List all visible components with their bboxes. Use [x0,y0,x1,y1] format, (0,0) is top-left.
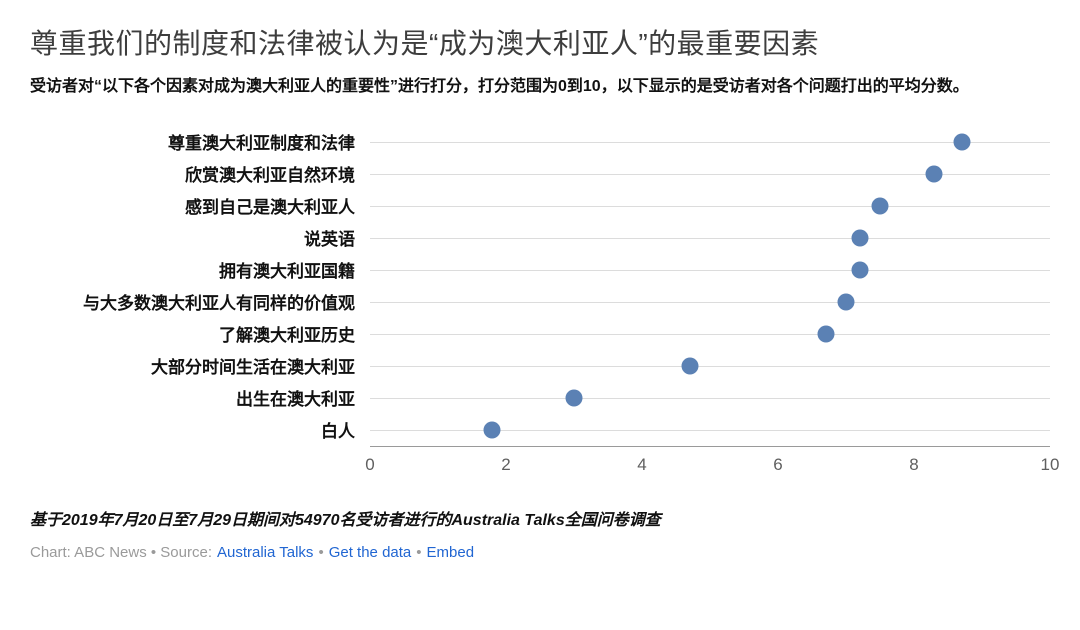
row-gridline [370,429,1050,431]
chart-row: 白人 [30,414,1050,446]
data-point[interactable] [953,133,971,151]
chart-note: 基于2019年7月20日至7月29日期间对54970名受访者进行的Austral… [30,511,661,529]
credit-prefix: Chart: ABC News • Source: [30,543,212,561]
row-gridline [370,301,1050,303]
category-label: 出生在澳大利亚 [236,390,355,410]
chart-row: 尊重澳大利亚制度和法律 [30,126,1050,158]
chart-row: 了解澳大利亚历史 [30,318,1050,350]
plot-area [370,158,1050,190]
category-label: 大部分时间生活在澳大利亚 [151,358,355,378]
chart-row: 大部分时间生活在澳大利亚 [30,350,1050,382]
category-label: 说英语 [304,230,355,250]
category-label: 尊重澳大利亚制度和法律 [168,134,355,154]
credit-separator: • [416,543,422,561]
category-label: 拥有澳大利亚国籍 [219,262,355,282]
chart-row: 出生在澳大利亚 [30,382,1050,414]
plot-area [370,286,1050,318]
chart-title: 尊重我们的制度和法律被认为是“成为澳大利亚人”的最重要因素 [30,28,820,59]
plot-area [370,126,1050,158]
category-label: 与大多数澳大利亚人有同样的价值观 [83,294,355,314]
plot-area [370,382,1050,414]
chart-rows: 尊重澳大利亚制度和法律欣赏澳大利亚自然环境 感到自己是澳大利亚人说英语拥有澳大利亚… [30,126,1050,446]
x-tick-label: 0 [365,454,375,474]
x-tick-label: 4 [637,454,647,474]
category-label: 欣赏澳大利亚自然环境 [185,166,355,186]
source-link-australia-talks[interactable]: Australia Talks [217,543,314,561]
credit-separator: • [318,543,324,561]
category-label: 白人 [321,422,355,442]
data-point[interactable] [837,293,855,311]
data-point[interactable] [565,389,583,407]
category-label: 感到自己是澳大利亚人 [185,198,355,218]
x-axis: 0 2 4 6 8 10 [30,445,1059,480]
x-tick-label: 2 [501,454,511,474]
row-gridline [370,397,1050,399]
row-gridline [370,237,1050,239]
x-tick-label: 6 [773,454,783,474]
chart-subtitle: 受访者对“以下各个因素对成为澳大利亚人的重要性”进行打分，打分范围为0到10，以… [30,78,969,95]
chart-row: 欣赏澳大利亚自然环境 [30,158,1050,190]
row-gridline [370,173,1050,175]
row-gridline [370,205,1050,207]
row-gridline [370,365,1050,367]
plot-area [370,318,1050,350]
dot-plot: 尊重澳大利亚制度和法律欣赏澳大利亚自然环境 感到自己是澳大利亚人说英语拥有澳大利亚… [30,126,1059,480]
chart-row: 与大多数澳大利亚人有同样的价值观 [30,286,1050,318]
x-tick-label: 10 [1040,454,1060,474]
plot-area [370,254,1050,286]
chart-row: 感到自己是澳大利亚人 [30,190,1050,222]
chart-row: 说英语 [30,222,1050,254]
x-tick-label: 8 [909,454,919,474]
plot-area [370,222,1050,254]
x-axis-ticks: 0 2 4 6 8 10 [365,445,1059,480]
data-point[interactable] [681,357,699,375]
data-point[interactable] [871,197,889,215]
data-point[interactable] [483,421,501,439]
row-gridline [370,141,1050,143]
plot-area [370,190,1050,222]
row-gridline [370,269,1050,271]
data-point[interactable] [817,325,835,343]
credit-line: Chart: ABC News • Source: Australia Talk… [30,544,1050,561]
chart-row: 拥有澳大利亚国籍 [30,254,1050,286]
row-gridline [370,333,1050,335]
plot-area [370,350,1050,382]
plot-area [370,414,1050,446]
embed-link[interactable]: Embed [426,543,475,561]
data-point[interactable] [851,261,869,279]
get-the-data-link[interactable]: Get the data [328,543,412,561]
data-point[interactable] [851,229,869,247]
data-point[interactable] [925,165,943,183]
category-label: 了解澳大利亚历史 [219,326,355,346]
axis-spacer [30,446,370,480]
